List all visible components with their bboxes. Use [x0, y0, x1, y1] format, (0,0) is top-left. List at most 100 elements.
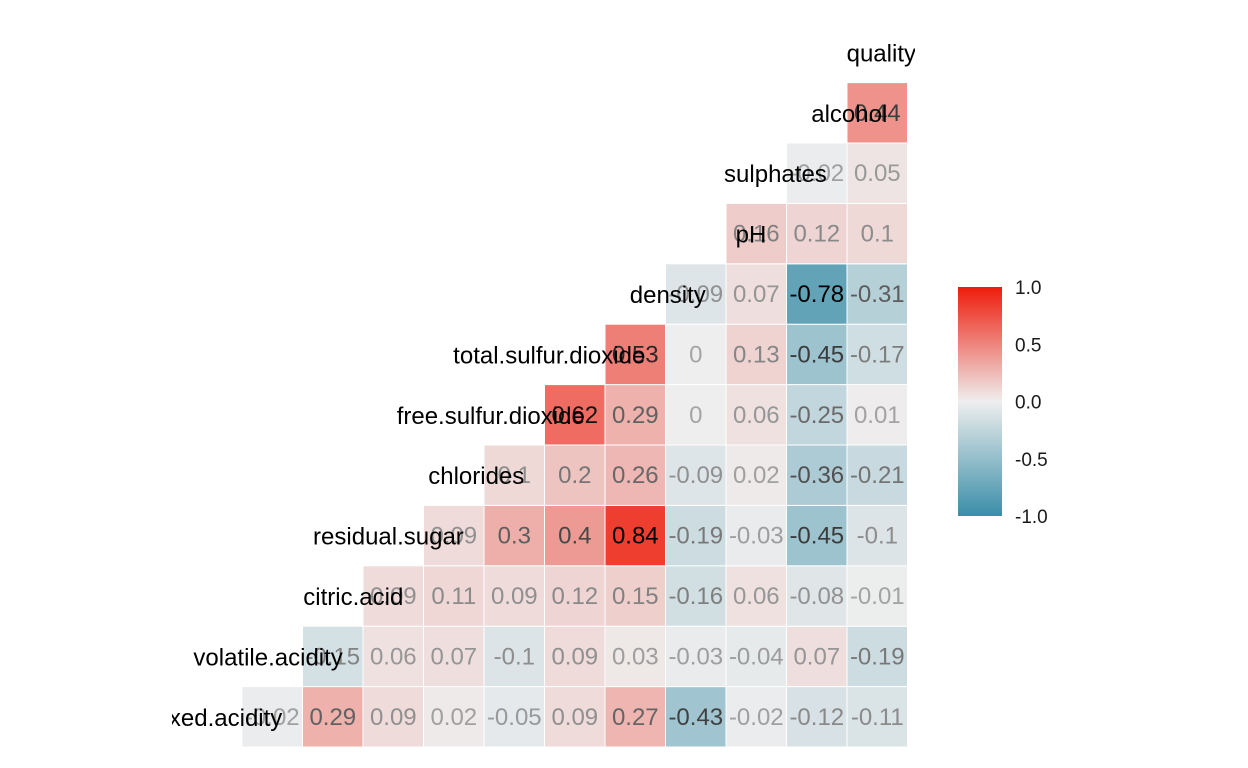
heatmap-cell-volatile.acidity-density	[604, 625, 666, 688]
heatmap-cell-total.sulfur.dioxide-alcohol	[786, 323, 848, 386]
value-label-citric.acid-alcohol: -0.08	[789, 583, 844, 610]
value-label-citric.acid-sulphates: 0.06	[733, 583, 780, 610]
heatmap-cell-sulphates-quality	[846, 142, 908, 204]
value-label-fixed.acidity-quality: -0.11	[851, 704, 904, 731]
heatmap-cell-sulphates-alcohol	[786, 142, 848, 204]
heatmap-cell-fixed.acidity-quality	[846, 686, 908, 748]
value-labels: -0.02 0.29 0.09 0.02 -0.05 0.09 0.27 -0.43 -0.02…	[245, 100, 905, 731]
value-label-fixed.acidity-residual.sugar: 0.09	[370, 704, 417, 731]
heatmap-cell-residual.sugar-density	[604, 504, 666, 567]
value-label-volatile.acidity-chlorides: 0.07	[430, 643, 477, 670]
value-label-citric.acid-chlorides: 0.11	[431, 583, 476, 610]
heatmap-cell-volatile.acidity-residual.sugar	[362, 625, 424, 688]
value-label-sulphates-quality: 0.05	[854, 160, 901, 187]
value-label-chlorides-alcohol: -0.36	[789, 462, 844, 489]
value-label-fixed.acidity-total.sulfur.dioxide: 0.09	[551, 704, 598, 731]
value-label-alcohol-quality: 0.44	[854, 100, 901, 127]
value-label-fixed.acidity-citric.acid: 0.29	[309, 704, 356, 731]
variable-label-pH: pH	[736, 222, 767, 249]
variable-labels: fixed.acidity volatile.acidity citric.acid…	[172, 40, 916, 731]
value-label-free.sulfur.dioxide-sulphates: 0.06	[733, 402, 780, 429]
value-label-fixed.acidity-pH: -0.43	[668, 704, 723, 731]
value-label-chlorides-pH: -0.09	[668, 462, 723, 489]
value-label-residual.sugar-pH: -0.19	[668, 523, 723, 550]
heatmap-cell-fixed.acidity-sulphates	[725, 686, 787, 748]
heatmap-cell-citric.acid-pH	[665, 565, 727, 627]
heatmap-cell-chlorides-pH	[665, 444, 727, 506]
heatmap-cell-density-quality	[846, 263, 908, 325]
heatmap-cell-free.sulfur.dioxide-pH	[665, 384, 727, 446]
value-label-fixed.acidity-free.sulfur.dioxide: -0.05	[487, 704, 542, 731]
value-label-total.sulfur.dioxide-sulphates: 0.13	[733, 341, 780, 368]
heatmap-cell-volatile.acidity-citric.acid	[302, 625, 364, 688]
legend-colorbar	[958, 287, 1002, 516]
value-label-citric.acid-free.sulfur.dioxide: 0.09	[491, 583, 538, 610]
value-label-fixed.acidity-volatile.acidity: -0.02	[245, 704, 300, 731]
heatmap-cells	[241, 82, 908, 748]
value-label-fixed.acidity-sulphates: -0.02	[729, 704, 784, 731]
value-label-citric.acid-density: 0.15	[612, 583, 659, 610]
value-label-chlorides-free.sulfur.dioxide: 0.1	[498, 462, 531, 489]
value-label-residual.sugar-alcohol: -0.45	[789, 523, 844, 550]
heatmap-cell-density-alcohol	[786, 263, 848, 325]
heatmap-cell-free.sulfur.dioxide-sulphates	[725, 384, 787, 446]
value-label-volatile.acidity-alcohol: 0.07	[793, 643, 840, 670]
heatmap-cell-citric.acid-total.sulfur.dioxide	[544, 565, 606, 627]
variable-label-alcohol: alcohol	[811, 101, 887, 128]
value-label-chlorides-total.sulfur.dioxide: 0.2	[558, 462, 591, 489]
heatmap-cell-free.sulfur.dioxide-total.sulfur.dioxide	[544, 384, 606, 446]
heatmap-cell-citric.acid-residual.sugar	[362, 565, 424, 627]
value-label-free.sulfur.dioxide-pH: 0	[689, 402, 702, 429]
heatmap-cell-fixed.acidity-free.sulfur.dioxide	[483, 686, 545, 748]
value-label-fixed.acidity-chlorides: 0.02	[430, 704, 477, 731]
value-label-pH-sulphates: 0.16	[733, 221, 780, 248]
heatmap-cell-citric.acid-sulphates	[725, 565, 787, 627]
heatmap-cell-citric.acid-chlorides	[423, 565, 485, 627]
value-label-free.sulfur.dioxide-quality: 0.01	[854, 402, 901, 429]
value-label-residual.sugar-density: 0.84	[612, 523, 659, 550]
legend-tick-label: -0.5	[1015, 450, 1048, 471]
heatmap-cell-volatile.acidity-alcohol	[786, 625, 848, 688]
variable-label-sulphates: sulphates	[724, 161, 827, 188]
legend-tick-label: 1.0	[1015, 278, 1041, 299]
value-label-density-sulphates: 0.07	[733, 281, 780, 308]
legend-tick-label: 0.0	[1015, 393, 1041, 414]
value-label-volatile.acidity-pH: -0.03	[668, 643, 723, 670]
value-label-density-alcohol: -0.78	[789, 281, 844, 308]
heatmap-cell-residual.sugar-sulphates	[725, 504, 787, 567]
value-label-total.sulfur.dioxide-alcohol: -0.45	[789, 341, 844, 368]
heatmap-cell-pH-sulphates	[725, 202, 787, 265]
heatmap-cell-chlorides-total.sulfur.dioxide	[544, 444, 606, 506]
value-label-citric.acid-residual.sugar: 0.09	[370, 583, 417, 610]
heatmap-cell-volatile.acidity-quality	[846, 625, 908, 688]
heatmap-cell-fixed.acidity-pH	[665, 686, 727, 748]
heatmap-cell-residual.sugar-quality	[846, 504, 908, 567]
heatmap-cell-alcohol-quality	[846, 82, 908, 144]
value-label-pH-alcohol: 0.12	[793, 221, 840, 248]
heatmap-cell-total.sulfur.dioxide-pH	[665, 323, 727, 386]
heatmap-cell-chlorides-free.sulfur.dioxide	[483, 444, 545, 506]
value-label-volatile.acidity-free.sulfur.dioxide: -0.1	[494, 643, 535, 670]
value-label-fixed.acidity-density: 0.27	[612, 704, 659, 731]
heatmap-cell-volatile.acidity-total.sulfur.dioxide	[544, 625, 606, 688]
value-label-citric.acid-total.sulfur.dioxide: 0.12	[551, 583, 598, 610]
value-label-citric.acid-quality: -0.01	[850, 583, 905, 610]
heatmap-cell-fixed.acidity-total.sulfur.dioxide	[544, 686, 606, 748]
heatmap-cell-fixed.acidity-alcohol	[786, 686, 848, 748]
value-label-volatile.acidity-residual.sugar: 0.06	[370, 643, 417, 670]
heatmap-cell-density-pH	[665, 263, 727, 325]
value-label-sulphates-alcohol: -0.02	[789, 160, 844, 187]
value-label-chlorides-quality: -0.21	[850, 462, 905, 489]
heatmap-cell-residual.sugar-chlorides	[423, 504, 485, 567]
variable-label-total.sulfur.dioxide: total.sulfur.dioxide	[453, 342, 645, 369]
value-label-volatile.acidity-quality: -0.19	[850, 643, 905, 670]
heatmap-cell-chlorides-quality	[846, 444, 908, 506]
heatmap-cell-density-sulphates	[725, 263, 787, 325]
value-label-density-quality: -0.31	[850, 281, 905, 308]
color-legend: 1.0 0.5 0.0 -0.5 -1.0	[958, 278, 1048, 528]
value-label-total.sulfur.dioxide-quality: -0.17	[850, 341, 905, 368]
value-label-total.sulfur.dioxide-density: 0.53	[612, 341, 659, 368]
value-label-volatile.acidity-citric.acid: -0.15	[305, 643, 360, 670]
variable-label-quality: quality	[847, 40, 916, 67]
